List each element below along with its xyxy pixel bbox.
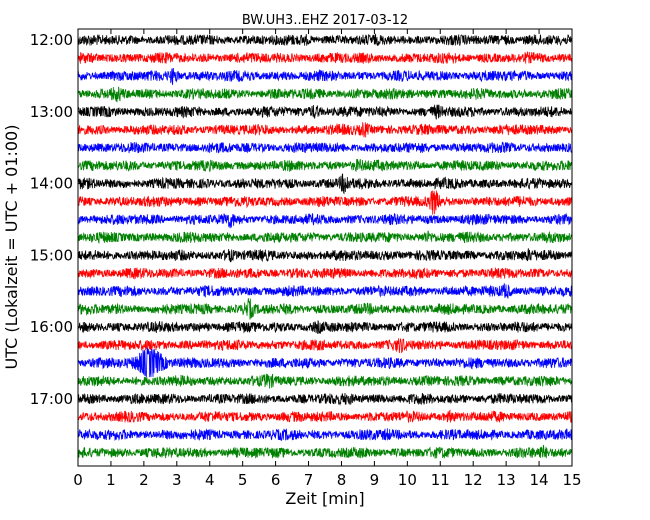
x-axis-label: Zeit [min]	[285, 489, 364, 508]
trace-line	[77, 373, 573, 389]
x-tick-label: 9	[370, 471, 380, 489]
y-axis-ticks: 12:00 13:00 14:00 15:00 16:00 17:00	[30, 31, 572, 408]
trace-line	[77, 212, 573, 229]
trace-line	[77, 409, 573, 424]
x-tick-label: 1	[106, 471, 116, 489]
x-tick-label: 7	[304, 471, 314, 489]
trace-line	[77, 267, 573, 280]
x-tick-label: 5	[238, 471, 248, 489]
trace-line	[77, 122, 573, 138]
x-axis-ticks: 0 1 2 3 4 5 6 7 8 9 10 11 12 13 14 15	[73, 29, 582, 489]
x-tick-label: 11	[431, 471, 450, 489]
trace-line	[77, 230, 573, 244]
trace-line	[77, 320, 573, 334]
y-tick-label: 14:00	[30, 175, 73, 193]
trace-line	[77, 104, 573, 120]
trace-line	[77, 338, 573, 354]
trace-line	[77, 33, 573, 47]
trace-line	[77, 298, 573, 320]
x-tick-label: 15	[562, 471, 581, 489]
trace-line	[77, 141, 573, 154]
trace-line	[77, 347, 573, 378]
x-tick-label: 13	[497, 471, 516, 489]
trace-line	[77, 67, 573, 85]
x-tick-label: 10	[398, 471, 417, 489]
x-tick-label: 14	[530, 471, 549, 489]
y-tick-label: 17:00	[30, 390, 73, 408]
trace-group	[77, 33, 573, 459]
trace-line	[77, 428, 573, 442]
trace-line	[77, 283, 573, 299]
trace-line	[77, 50, 573, 65]
y-tick-label: 12:00	[30, 31, 73, 49]
x-tick-label: 12	[464, 471, 483, 489]
x-tick-label: 2	[139, 471, 149, 489]
x-tick-label: 0	[73, 471, 83, 489]
trace-line	[77, 158, 573, 173]
y-tick-label: 13:00	[30, 103, 73, 121]
x-tick-label: 4	[205, 471, 215, 489]
trace-line	[77, 86, 573, 103]
y-tick-label: 15:00	[30, 246, 73, 264]
trace-line	[77, 190, 573, 215]
trace-line	[77, 248, 573, 263]
y-axis-label: UTC (Lokalzeit = UTC + 01:00)	[2, 125, 21, 370]
plot-frame	[77, 28, 573, 467]
trace-line	[77, 392, 573, 406]
y-tick-label: 16:00	[30, 318, 73, 336]
x-tick-label: 8	[337, 471, 347, 489]
x-tick-label: 3	[172, 471, 182, 489]
chart-title: BW.UH3..EHZ 2017-03-12	[242, 13, 408, 28]
trace-line	[77, 444, 573, 459]
trace-line	[77, 173, 573, 195]
x-tick-label: 6	[271, 471, 281, 489]
